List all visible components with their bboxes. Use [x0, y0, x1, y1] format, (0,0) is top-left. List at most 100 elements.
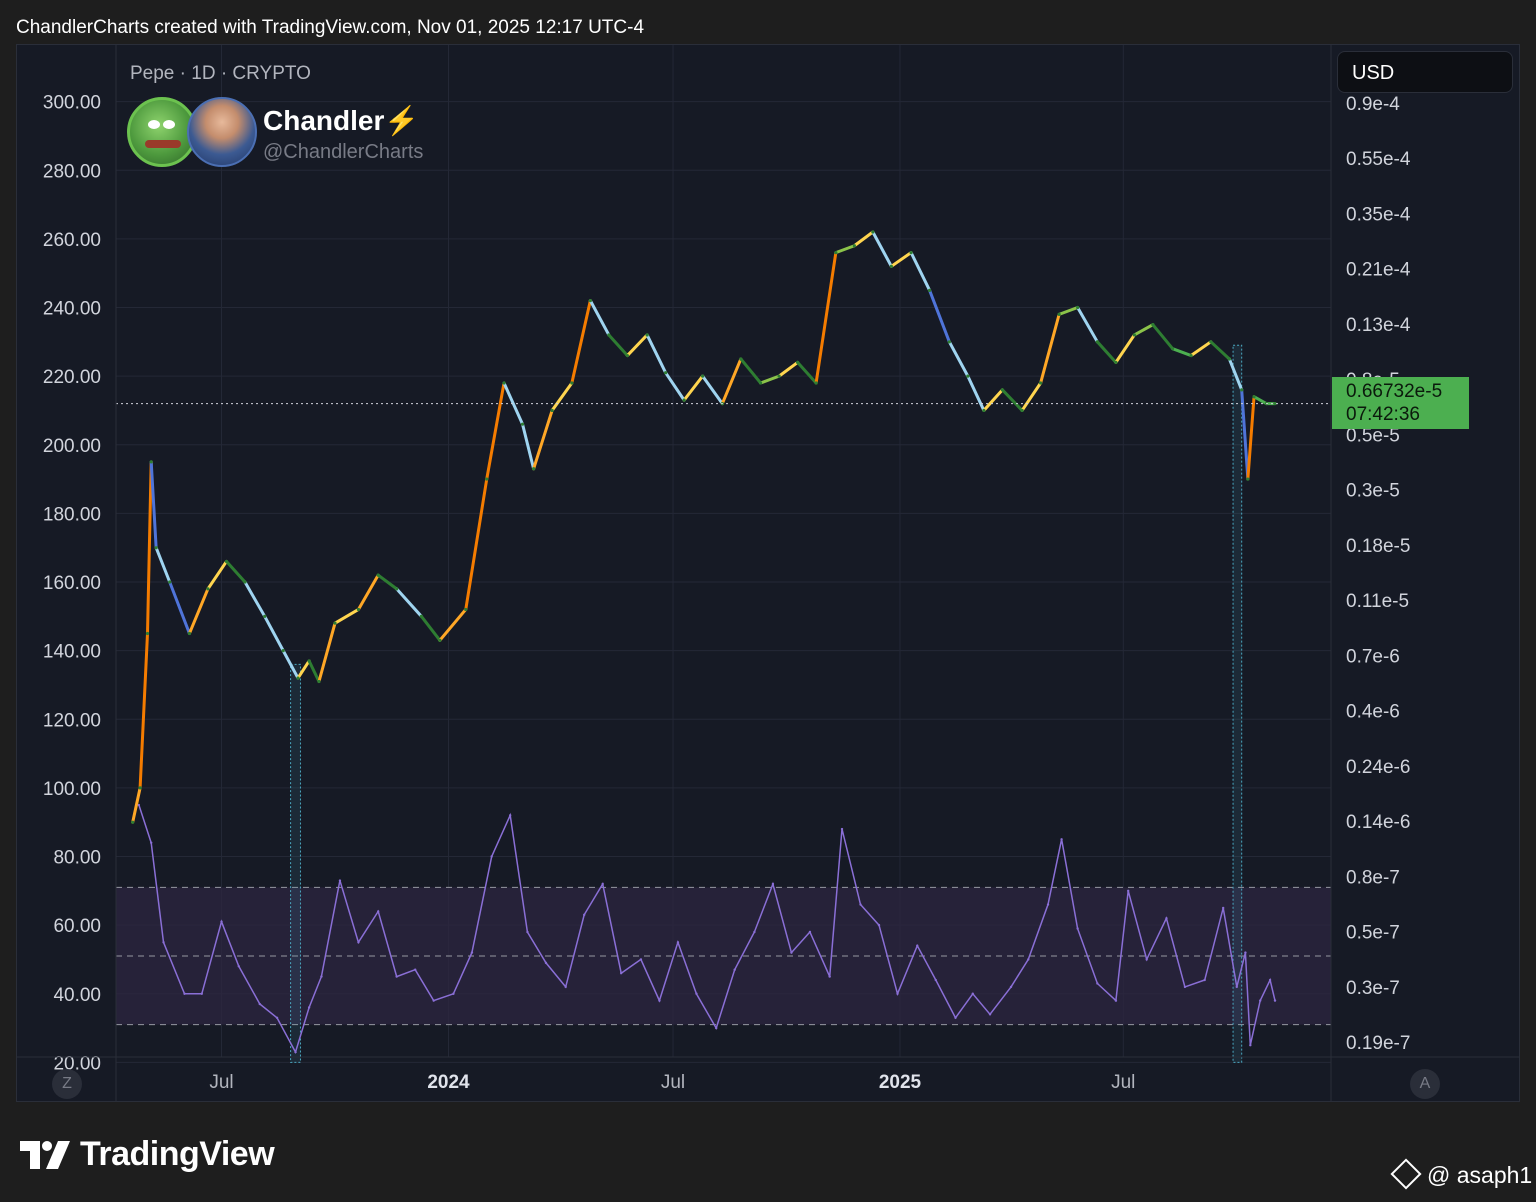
right-axis-tick-label: 0.9e-4 — [1346, 94, 1400, 115]
price-segment — [485, 381, 506, 481]
author-name-text: Chandler — [263, 105, 385, 136]
right-axis: 0.9e-40.55e-40.35e-40.21e-40.13e-40.8e-5… — [1346, 94, 1411, 1054]
price-point — [131, 820, 135, 824]
price-segment — [814, 251, 838, 385]
chart-svg[interactable]: 320.00300.00280.00260.00240.00220.00200.… — [17, 45, 1520, 1102]
price-segment — [168, 580, 191, 635]
price-point — [607, 333, 611, 337]
oscillator-point — [220, 920, 223, 923]
price-point — [1057, 312, 1061, 316]
z-button[interactable]: Z — [52, 1069, 82, 1099]
oscillator-band-layer — [116, 886, 1331, 1026]
oscillator-point — [1096, 982, 1099, 985]
oscillator-point — [413, 968, 417, 971]
symbol-label[interactable]: Pepe · 1D · CRYPTO — [130, 63, 311, 84]
price-point — [317, 679, 321, 684]
left-axis-tick-label: 260.00 — [43, 230, 101, 251]
oscillator-point — [526, 930, 529, 934]
oscillator-point — [237, 965, 240, 968]
oscillator-point — [601, 882, 604, 886]
price-point — [376, 573, 380, 577]
price-segment — [1171, 347, 1193, 358]
price-point — [263, 614, 267, 618]
left-axis: 320.00300.00280.00260.00240.00220.00200.… — [43, 93, 101, 1075]
price-segment — [146, 460, 153, 635]
x-axis-tick-label: 2025 — [879, 1072, 922, 1093]
right-axis-tick-label: 0.4e-6 — [1346, 702, 1400, 723]
price-segment — [834, 244, 856, 255]
price-point — [149, 460, 153, 464]
price-point — [1240, 388, 1244, 392]
oscillator-point — [1060, 838, 1063, 841]
oscillator-point — [934, 978, 937, 982]
oscillator-point — [916, 944, 919, 947]
price-point — [966, 374, 970, 378]
right-axis-tick-label: 0.8e-7 — [1346, 867, 1400, 888]
price-segment — [532, 408, 554, 471]
price-point — [520, 422, 525, 426]
price-segment — [720, 357, 743, 406]
price-segment — [1020, 381, 1043, 412]
price-point — [395, 587, 399, 591]
price-segment — [1209, 340, 1231, 361]
price-segment — [852, 230, 875, 248]
oscillator-point — [376, 910, 380, 913]
price-segment — [1095, 340, 1118, 364]
oscillator-point — [1027, 958, 1030, 961]
price-segment — [1057, 306, 1080, 316]
oscillator-point — [200, 992, 203, 995]
oscillator-point — [808, 930, 812, 934]
right-axis-tick-label: 0.55e-4 — [1346, 149, 1411, 170]
oscillator-point — [357, 941, 360, 944]
oscillator-point — [258, 1002, 261, 1006]
price-point — [982, 408, 986, 413]
price-segment — [154, 546, 172, 584]
right-axis-tick-label: 0.21e-4 — [1346, 260, 1411, 281]
price-point — [281, 649, 285, 653]
current-price-tag: 0.66732e-5 07:42:36 — [1332, 377, 1469, 429]
right-axis-tick-label: 0.3e-5 — [1346, 481, 1400, 502]
price-point — [739, 357, 743, 361]
oscillator-point — [275, 1016, 279, 1019]
currency-selector[interactable]: USD — [1337, 51, 1513, 93]
price-point — [570, 381, 574, 385]
price-point — [625, 353, 629, 358]
price-segment — [1076, 306, 1099, 344]
oscillator-point — [896, 992, 899, 995]
oscillator-point — [432, 999, 435, 1002]
tradingview-brand[interactable]: TradingView — [20, 1135, 275, 1174]
oscillator-point — [1114, 999, 1118, 1002]
pepe-eye-right — [163, 120, 175, 129]
pepe-eye-left — [148, 120, 160, 129]
price-segment — [307, 659, 321, 684]
x-axis-tick-label: Jul — [209, 1072, 233, 1093]
price-segment — [224, 559, 247, 584]
price-point — [206, 587, 210, 591]
x-axis-tick-label: 2024 — [427, 1072, 470, 1093]
chart-container[interactable]: 320.00300.00280.00260.00240.00220.00200.… — [16, 44, 1520, 1102]
oscillator-point — [1076, 927, 1079, 930]
price-point — [1076, 305, 1080, 310]
price-segment — [419, 614, 442, 642]
price-segment — [982, 388, 1004, 412]
price-point — [889, 264, 893, 268]
price-point — [1132, 333, 1136, 337]
chart-header-title: ChandlerCharts created with TradingView.… — [16, 17, 645, 38]
left-axis-tick-label: 220.00 — [43, 367, 101, 388]
price-segment — [281, 649, 300, 680]
oscillator-point — [1183, 985, 1187, 989]
price-point — [909, 251, 913, 255]
oscillator-point — [544, 961, 548, 965]
oscillator-point — [840, 827, 844, 831]
price-segment — [889, 251, 913, 268]
pepe-mouth — [145, 140, 181, 148]
price-segment — [243, 580, 267, 618]
oscillator-point — [470, 951, 474, 954]
auto-scale-button[interactable]: A — [1410, 1069, 1440, 1099]
oscillator-point — [1244, 951, 1247, 954]
right-axis-tick-label: 0.35e-4 — [1346, 204, 1411, 225]
oscillator-point — [1268, 978, 1272, 982]
price-point — [1151, 323, 1155, 327]
price-point — [154, 546, 158, 550]
left-axis-tick-label: 120.00 — [43, 710, 101, 731]
